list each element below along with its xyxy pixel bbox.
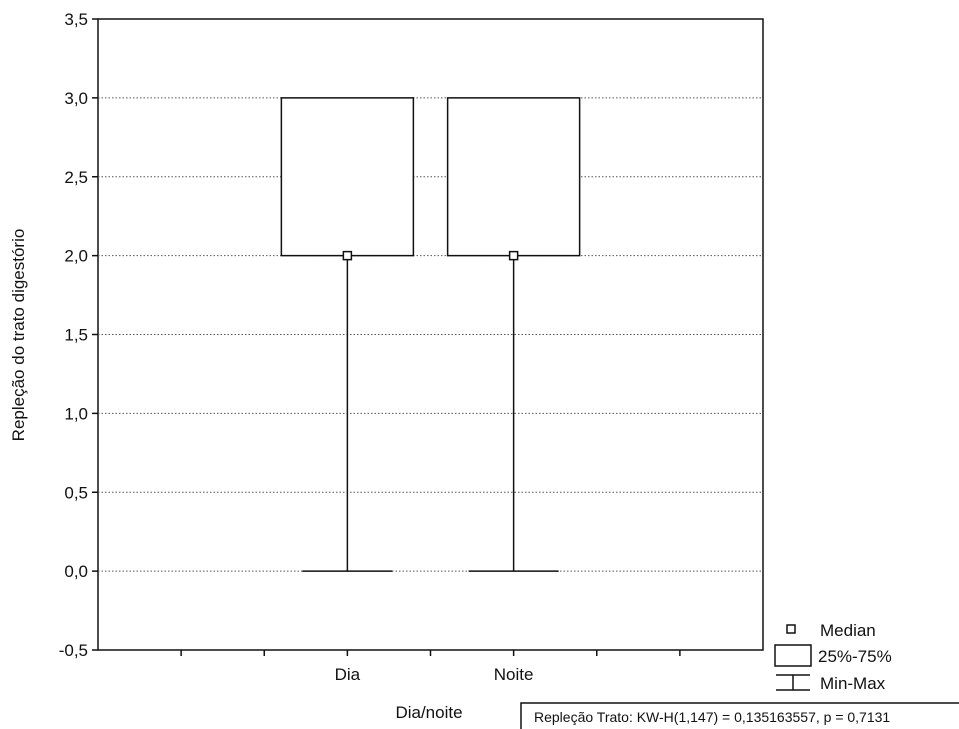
boxes: [280, 97, 581, 572]
box-noite: [446, 97, 581, 572]
y-tick-label: 2,5: [64, 168, 88, 187]
y-tick-label: 1,5: [64, 326, 88, 345]
median-marker: [342, 250, 353, 261]
legend-box-marker: [774, 644, 812, 667]
x-tick-label: Noite: [494, 665, 534, 684]
box-dia: [280, 97, 415, 572]
y-tick-label: 1,0: [64, 404, 88, 423]
y-tick-label: 3,0: [64, 89, 88, 108]
legend: Median 25%-75% Min-Max: [774, 621, 892, 693]
stats-annotation-frame: [520, 702, 959, 729]
y-tick-label: 2,0: [64, 247, 88, 266]
stats-annotation-text: Repleção Trato: KW-H(1,147) = 0,13516355…: [534, 709, 890, 725]
y-tick-label: 0,0: [64, 562, 88, 581]
y-axis-ticks: -0,5 0,0 0,5 1,0 1,5 2,0 2,5 3,0 3,5: [59, 10, 98, 660]
x-tick-label: Dia: [335, 665, 361, 684]
y-axis-title: Repleção do trato digestório: [9, 229, 28, 442]
iqr-box: [446, 97, 581, 257]
legend-median-marker: [786, 624, 796, 634]
stats-annotation: Repleção Trato: KW-H(1,147) = 0,13516355…: [520, 702, 959, 729]
y-tick-label: 3,5: [64, 10, 88, 29]
median-marker: [508, 250, 519, 261]
y-tick-label: 0,5: [64, 483, 88, 502]
iqr-box: [280, 97, 415, 257]
legend-label-median: Median: [820, 621, 876, 640]
legend-label-box: 25%-75%: [818, 647, 892, 666]
gridlines: [98, 97, 763, 572]
x-axis-title: Dia/noite: [395, 703, 462, 722]
legend-label-whisker: Min-Max: [820, 674, 886, 693]
y-tick-label: -0,5: [59, 641, 88, 660]
x-axis-ticks: Dia Noite: [180, 650, 681, 684]
